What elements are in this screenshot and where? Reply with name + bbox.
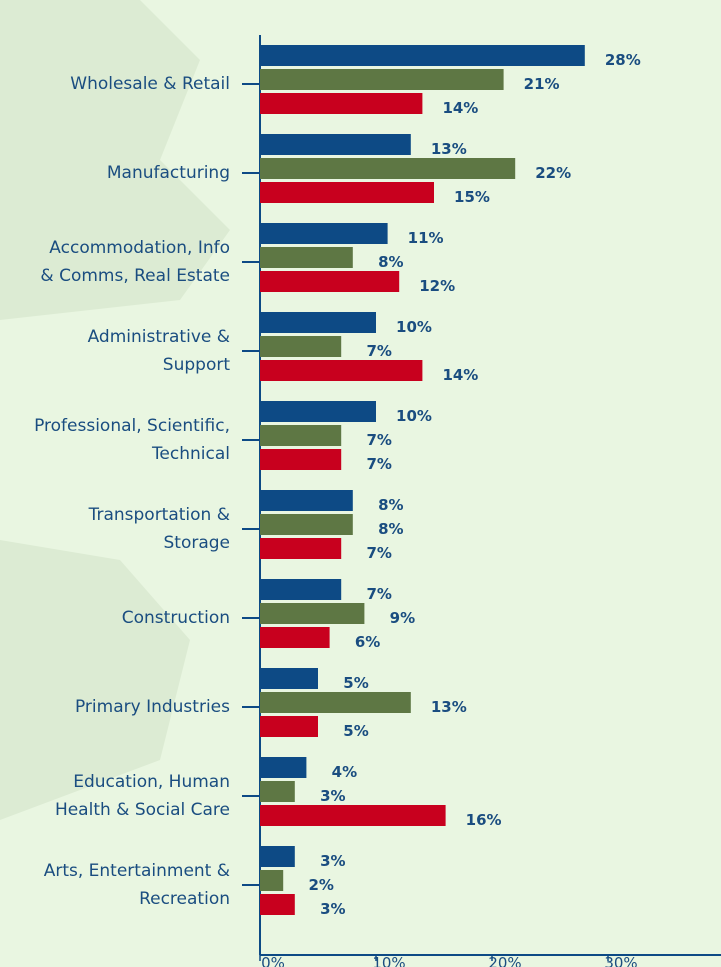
category-label: Wholesale & Retail xyxy=(70,74,230,94)
data-label: 5% xyxy=(343,674,368,692)
x-tick-label: 30% xyxy=(604,954,637,967)
data-label: 7% xyxy=(366,342,391,360)
bar xyxy=(260,93,423,114)
data-label: 13% xyxy=(431,140,467,158)
bar xyxy=(260,45,585,66)
data-label: 12% xyxy=(419,277,455,295)
bar xyxy=(260,668,318,689)
category-label: Manufacturing xyxy=(106,163,230,183)
category-label: Transportation & Storage xyxy=(88,505,230,553)
bar xyxy=(260,538,342,559)
data-label: 4% xyxy=(332,763,357,781)
bar xyxy=(260,401,376,422)
bar xyxy=(260,805,446,826)
data-label: 11% xyxy=(408,229,444,247)
bar xyxy=(260,336,342,357)
bar xyxy=(260,692,411,713)
category-label: Education, Human Health & Social Care xyxy=(54,772,230,820)
bar xyxy=(260,158,516,179)
bar xyxy=(260,627,330,648)
bar xyxy=(260,360,423,381)
bar xyxy=(260,182,434,203)
data-label: 16% xyxy=(466,811,502,829)
map-background xyxy=(0,0,230,820)
bar xyxy=(260,69,504,90)
bar xyxy=(260,579,342,600)
data-label: 14% xyxy=(442,366,478,384)
data-label: 28% xyxy=(605,51,641,69)
bar xyxy=(260,312,376,333)
data-label: 3% xyxy=(320,787,345,805)
bar xyxy=(260,271,400,292)
data-label: 8% xyxy=(378,496,403,514)
x-tick-label: 20% xyxy=(488,954,521,967)
x-tick-label: 0% xyxy=(261,954,285,967)
data-label: 5% xyxy=(343,722,368,740)
bar xyxy=(260,134,411,155)
data-label: 10% xyxy=(396,407,432,425)
bar xyxy=(260,449,342,470)
category-label: Arts, Entertainment & Recreation xyxy=(43,861,230,909)
data-label: 21% xyxy=(524,75,560,93)
bar xyxy=(260,894,295,915)
bar xyxy=(260,870,284,891)
data-label: 6% xyxy=(355,633,380,651)
category-label: Construction xyxy=(121,608,230,628)
bar xyxy=(260,757,307,778)
category-label: Professional, Scientific, Technical xyxy=(34,416,230,464)
data-label: 8% xyxy=(378,520,403,538)
bar xyxy=(260,514,353,535)
data-label: 2% xyxy=(308,876,333,894)
category-label: Accommodation, Info & Comms, Real Estate xyxy=(40,238,230,286)
data-label: 7% xyxy=(366,585,391,603)
bar xyxy=(260,490,353,511)
data-label: 7% xyxy=(366,544,391,562)
data-label: 8% xyxy=(378,253,403,271)
data-label: 9% xyxy=(390,609,415,627)
data-label: 7% xyxy=(366,431,391,449)
x-tick-label: 10% xyxy=(372,954,405,967)
data-label: 22% xyxy=(535,164,571,182)
bar xyxy=(260,781,295,802)
data-label: 7% xyxy=(366,455,391,473)
bar xyxy=(260,425,342,446)
data-label: 10% xyxy=(396,318,432,336)
data-label: 3% xyxy=(320,900,345,918)
bar xyxy=(260,247,353,268)
bar xyxy=(260,223,388,244)
bar xyxy=(260,603,365,624)
category-label: Primary Industries xyxy=(74,697,230,717)
data-label: 14% xyxy=(442,99,478,117)
data-label: 3% xyxy=(320,852,345,870)
category-label: Administrative & Support xyxy=(87,327,230,375)
bar xyxy=(260,846,295,867)
data-label: 15% xyxy=(454,188,490,206)
data-label: 13% xyxy=(431,698,467,716)
bar xyxy=(260,716,318,737)
